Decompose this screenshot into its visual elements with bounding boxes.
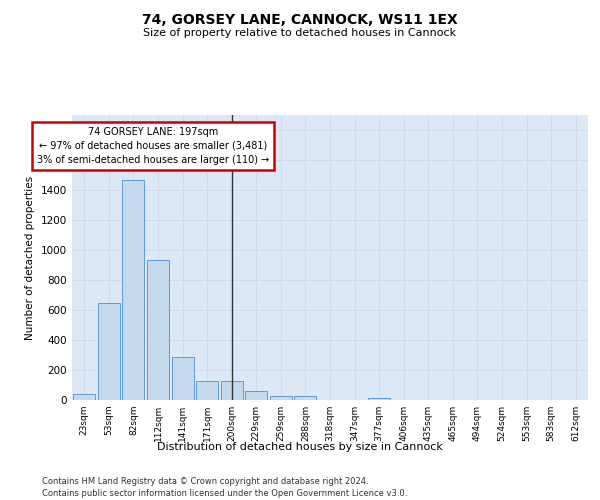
Text: Contains public sector information licensed under the Open Government Licence v3: Contains public sector information licen… [42, 489, 407, 498]
Bar [245, 391, 268, 400]
Bar [270, 396, 292, 400]
Text: 74, GORSEY LANE, CANNOCK, WS11 1EX: 74, GORSEY LANE, CANNOCK, WS11 1EX [142, 12, 458, 26]
Y-axis label: Number of detached properties: Number of detached properties [25, 176, 35, 340]
Bar [172, 356, 194, 400]
Bar [98, 302, 120, 400]
Bar [147, 260, 169, 400]
Bar [368, 398, 390, 400]
Bar [295, 396, 316, 400]
Text: 74 GORSEY LANE: 197sqm
← 97% of detached houses are smaller (3,481)
3% of semi-d: 74 GORSEY LANE: 197sqm ← 97% of detached… [37, 127, 269, 165]
Text: Contains HM Land Registry data © Crown copyright and database right 2024.: Contains HM Land Registry data © Crown c… [42, 478, 368, 486]
Text: Distribution of detached houses by size in Cannock: Distribution of detached houses by size … [157, 442, 443, 452]
Bar [73, 394, 95, 400]
Bar [122, 180, 145, 400]
Bar [221, 381, 243, 400]
Text: Size of property relative to detached houses in Cannock: Size of property relative to detached ho… [143, 28, 457, 38]
Bar [196, 381, 218, 400]
